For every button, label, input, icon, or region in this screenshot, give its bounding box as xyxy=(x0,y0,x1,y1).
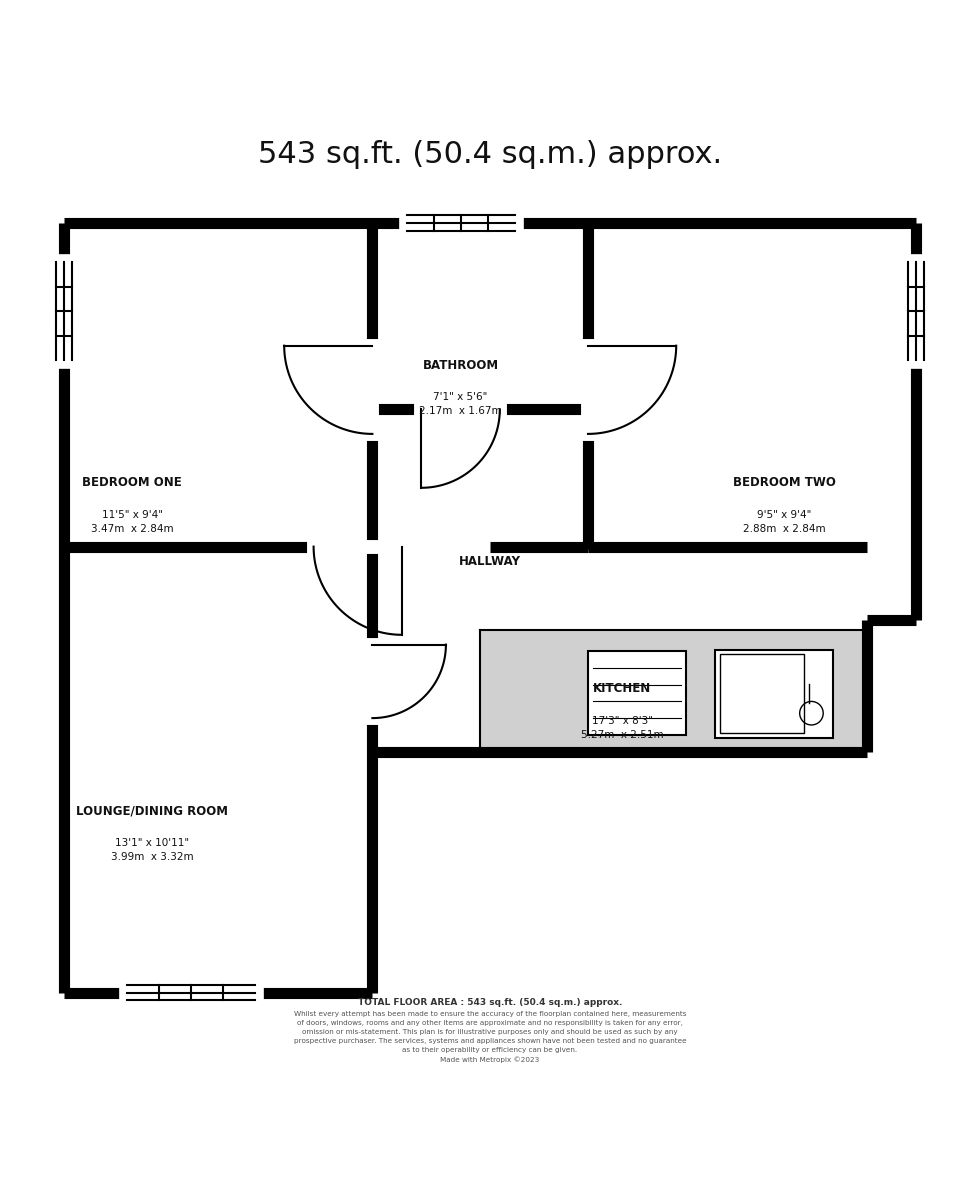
Text: BEDROOM TWO: BEDROOM TWO xyxy=(733,477,835,489)
Bar xyxy=(480,629,867,752)
Text: LOUNGE/DINING ROOM: LOUNGE/DINING ROOM xyxy=(75,805,228,818)
Text: BATHROOM: BATHROOM xyxy=(422,359,499,372)
Text: 7'1" x 5'6"
2.17m  x 1.67m: 7'1" x 5'6" 2.17m x 1.67m xyxy=(419,393,502,417)
Text: 11'5" x 9'4"
3.47m  x 2.84m: 11'5" x 9'4" 3.47m x 2.84m xyxy=(91,510,173,534)
Bar xyxy=(588,651,686,735)
Text: Whilst every attempt has been made to ensure the accuracy of the floorplan conta: Whilst every attempt has been made to en… xyxy=(294,1010,686,1063)
Bar xyxy=(720,655,804,733)
Text: TOTAL FLOOR AREA : 543 sq.ft. (50.4 sq.m.) approx.: TOTAL FLOOR AREA : 543 sq.ft. (50.4 sq.m… xyxy=(358,998,622,1006)
Text: 543 sq.ft. (50.4 sq.m.) approx.: 543 sq.ft. (50.4 sq.m.) approx. xyxy=(258,141,722,169)
Text: KITCHEN: KITCHEN xyxy=(593,682,652,695)
Text: BEDROOM ONE: BEDROOM ONE xyxy=(82,477,182,489)
Text: 13'1" x 10'11"
3.99m  x 3.32m: 13'1" x 10'11" 3.99m x 3.32m xyxy=(111,838,193,862)
Bar xyxy=(715,650,833,737)
Text: 9'5" x 9'4"
2.88m  x 2.84m: 9'5" x 9'4" 2.88m x 2.84m xyxy=(743,510,825,534)
Text: HALLWAY: HALLWAY xyxy=(459,555,521,568)
Text: 17'3" x 8'3"
5.27m  x 2.51m: 17'3" x 8'3" 5.27m x 2.51m xyxy=(581,716,663,740)
